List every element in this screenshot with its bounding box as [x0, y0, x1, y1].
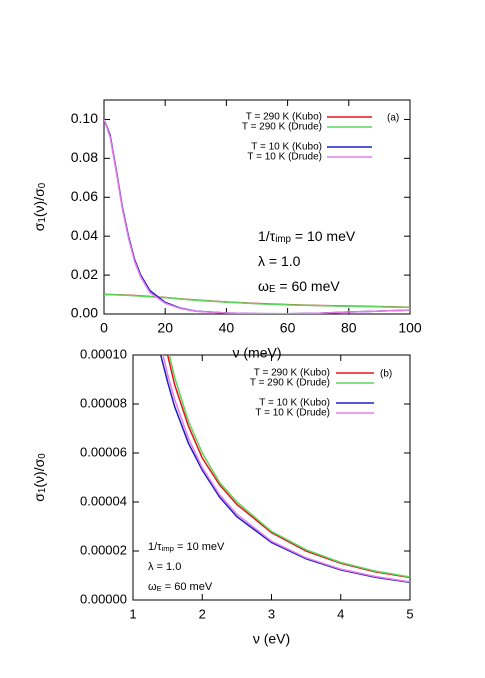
y-tick-label: 0.08 [71, 149, 98, 165]
series-line [104, 119, 410, 314]
legend-label: T = 290 K (Drude) [250, 378, 330, 389]
x-tick-label: 60 [280, 320, 296, 336]
y-tick-label: 0.06 [71, 188, 98, 204]
legend-label: T = 290 K (Drude) [242, 122, 322, 133]
subscript: imp [162, 544, 174, 553]
y-tick-label: 0.00000 [80, 591, 127, 606]
panel-label: (a) [387, 113, 399, 124]
annotation: 1/τimp = 10 meV [148, 541, 225, 553]
legend-label: T = 10 K (Drude) [247, 152, 322, 163]
x-tick-label: 0 [100, 320, 108, 336]
y-tick-label: 0.00002 [80, 542, 127, 557]
text-part: σ [31, 493, 47, 502]
y-tick-label: 0.02 [71, 266, 98, 282]
legend-label: T = 290 K (Kubo) [254, 368, 330, 379]
text-part: = 60 meV [275, 278, 340, 294]
x-tick-label: 3 [268, 606, 275, 621]
x-tick-label: 40 [219, 320, 235, 336]
panel-label: (b) [380, 369, 392, 380]
text-part: 1/τ [148, 541, 162, 553]
annotation: λ = 1.0 [148, 561, 181, 573]
y-tick-label: 0.00006 [80, 444, 127, 459]
text-part: σ [31, 222, 47, 231]
y-tick-label: 0.00008 [80, 395, 127, 410]
text-part: 1/τ [258, 228, 276, 244]
y-tick-label: 0.04 [71, 227, 98, 243]
series-line [104, 293, 410, 309]
legend-label: T = 290 K (Kubo) [246, 112, 322, 123]
text-part: λ = 1.0 [258, 253, 301, 269]
subscript: E [157, 584, 162, 593]
plot-lines [159, 355, 410, 584]
y-tick-label: 0.00004 [80, 493, 127, 508]
subscript: 0 [37, 453, 48, 459]
y-tick-label: 0.10 [71, 110, 98, 126]
series-line [162, 355, 410, 583]
y-tick-label: 0.00 [71, 305, 98, 321]
x-axis-label: ν (eV) [253, 631, 290, 647]
x-tick-label: 2 [199, 606, 206, 621]
text-part: (ν)/σ [31, 458, 47, 487]
legend-label: T = 10 K (Drude) [255, 408, 330, 419]
x-tick-label: 100 [398, 320, 422, 336]
subscript: imp [275, 234, 291, 245]
x-tick-label: 80 [341, 320, 357, 336]
plot-lines [104, 119, 410, 314]
annotation: 1/τimp = 10 meV [258, 228, 356, 245]
series-line [168, 355, 410, 578]
x-tick-label: 1 [129, 606, 136, 621]
subscript: 1 [37, 488, 48, 493]
subscript: 0 [37, 182, 48, 188]
text-part: = 60 meV [162, 581, 213, 593]
subscript: E [269, 284, 276, 295]
x-tick-label: 20 [157, 320, 173, 336]
text-part: ω [148, 581, 157, 593]
text-part: ω [258, 278, 269, 294]
x-axis-label: ν (meV) [233, 345, 282, 361]
text-part: = 10 meV [291, 228, 356, 244]
text-part: = 10 meV [174, 541, 225, 553]
subscript: 1 [37, 217, 48, 222]
y-tick-label: 0.00010 [80, 346, 127, 361]
y-axis-label: σ1(ν)/σ0 [31, 453, 48, 502]
annotation: ωE = 60 meV [258, 278, 340, 295]
y-axis-label: σ1(ν)/σ0 [31, 182, 48, 231]
x-tick-label: 5 [406, 606, 413, 621]
annotation: λ = 1.0 [258, 253, 301, 269]
annotation: ωE = 60 meV [148, 581, 213, 593]
legend-label: T = 10 K (Kubo) [251, 142, 322, 153]
text-part: λ = 1.0 [148, 561, 181, 573]
x-tick-label: 4 [337, 606, 344, 621]
legend-label: T = 10 K (Kubo) [259, 398, 330, 409]
text-part: (ν)/σ [31, 188, 47, 217]
